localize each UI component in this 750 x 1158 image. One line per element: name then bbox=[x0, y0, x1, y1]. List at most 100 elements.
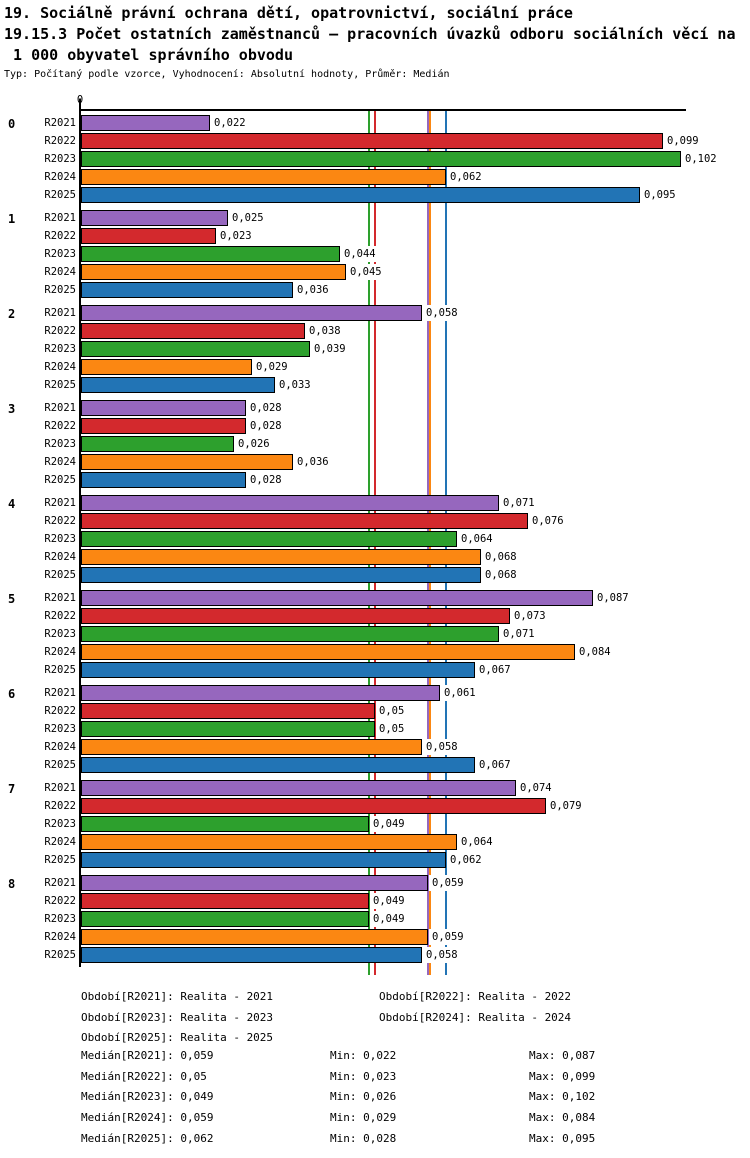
bar-value-label: 0,059 bbox=[429, 929, 467, 945]
bar-value-label: 0,05 bbox=[376, 721, 408, 737]
bar bbox=[81, 436, 234, 452]
bar bbox=[81, 323, 305, 339]
bar-value-label: 0,061 bbox=[441, 685, 479, 701]
bar-series-label: R2022 bbox=[44, 800, 76, 812]
report-header: 19. Sociálně právní ochrana dětí, opatro… bbox=[4, 3, 736, 82]
legend-period-item: Období[R2021]: Realita - 2021 bbox=[81, 990, 274, 1003]
bar-series-label: R2024 bbox=[44, 456, 76, 468]
bar-value-label: 0,099 bbox=[664, 133, 702, 149]
legend-stat-item: Medián[R2025]: 0,062 bbox=[81, 1132, 214, 1145]
legend-period-item: Období[R2022]: Realita - 2022 bbox=[379, 990, 572, 1003]
bar-series-label: R2021 bbox=[44, 307, 76, 319]
bar bbox=[81, 721, 375, 737]
bar-value-label: 0,049 bbox=[370, 816, 408, 832]
bar bbox=[81, 359, 252, 375]
bar-value-label: 0,071 bbox=[500, 626, 538, 642]
bar bbox=[81, 282, 293, 298]
bar bbox=[81, 377, 275, 393]
bar-value-label: 0,049 bbox=[370, 893, 408, 909]
group-label: 6 bbox=[8, 687, 16, 701]
group-label: 2 bbox=[8, 307, 16, 321]
group-label: 5 bbox=[8, 592, 16, 606]
bar-value-label: 0,073 bbox=[511, 608, 549, 624]
bar bbox=[81, 341, 310, 357]
y-axis-line bbox=[79, 99, 81, 967]
bar-series-label: R2022 bbox=[44, 420, 76, 432]
bar bbox=[81, 169, 446, 185]
bar-series-label: R2025 bbox=[44, 284, 76, 296]
bar-value-label: 0,058 bbox=[423, 305, 461, 321]
bar-value-label: 0,095 bbox=[641, 187, 679, 203]
bar-series-label: R2025 bbox=[44, 949, 76, 961]
bar-series-label: R2025 bbox=[44, 189, 76, 201]
legend-period-item: Období[R2025]: Realita - 2025 bbox=[81, 1031, 274, 1044]
bar bbox=[81, 472, 246, 488]
bar bbox=[81, 567, 481, 583]
bar-series-label: R2025 bbox=[44, 569, 76, 581]
bar-value-label: 0,058 bbox=[423, 739, 461, 755]
bar bbox=[81, 757, 475, 773]
page-title-line-2: 19.15.3 Počet ostatních zaměstnanců – pr… bbox=[4, 25, 736, 43]
bar-series-label: R2024 bbox=[44, 551, 76, 563]
bar bbox=[81, 685, 440, 701]
bar-series-label: R2024 bbox=[44, 171, 76, 183]
group-label: 0 bbox=[8, 117, 16, 131]
bar bbox=[81, 739, 422, 755]
bar-series-label: R2022 bbox=[44, 610, 76, 622]
bar-series-label: R2023 bbox=[44, 343, 76, 355]
bar-value-label: 0,039 bbox=[311, 341, 349, 357]
bar-value-label: 0,067 bbox=[476, 662, 514, 678]
bar-value-label: 0,044 bbox=[341, 246, 379, 262]
bar-series-label: R2025 bbox=[44, 854, 76, 866]
legend-stat-item: Min: 0,028 bbox=[330, 1132, 397, 1145]
bar-series-label: R2024 bbox=[44, 741, 76, 753]
bar-value-label: 0,029 bbox=[253, 359, 291, 375]
bar-value-label: 0,05 bbox=[376, 703, 408, 719]
bar-value-label: 0,068 bbox=[482, 549, 520, 565]
bar-series-label: R2025 bbox=[44, 474, 76, 486]
bar-series-label: R2022 bbox=[44, 135, 76, 147]
bar-value-label: 0,079 bbox=[547, 798, 585, 814]
legend-period-item: Období[R2024]: Realita - 2024 bbox=[379, 1011, 572, 1024]
bar bbox=[81, 852, 446, 868]
bar-series-label: R2023 bbox=[44, 248, 76, 260]
group-label: 8 bbox=[8, 877, 16, 891]
bar bbox=[81, 911, 369, 927]
bar bbox=[81, 264, 346, 280]
bar-series-label: R2024 bbox=[44, 931, 76, 943]
bar bbox=[81, 115, 210, 131]
legend-stat-item: Medián[R2024]: 0,059 bbox=[81, 1111, 214, 1124]
bar bbox=[81, 798, 546, 814]
bar bbox=[81, 246, 340, 262]
bar-value-label: 0,087 bbox=[594, 590, 632, 606]
bar-value-label: 0,076 bbox=[529, 513, 567, 529]
legend-stat-item: Min: 0,023 bbox=[330, 1070, 397, 1083]
bar-series-label: R2025 bbox=[44, 759, 76, 771]
bar-series-label: R2025 bbox=[44, 379, 76, 391]
bar-series-label: R2023 bbox=[44, 438, 76, 450]
bar bbox=[81, 662, 475, 678]
bar-value-label: 0,045 bbox=[347, 264, 385, 280]
bar-value-label: 0,067 bbox=[476, 757, 514, 773]
bar-value-label: 0,062 bbox=[447, 852, 485, 868]
bar-series-label: R2022 bbox=[44, 325, 76, 337]
legend-stat-item: Max: 0,099 bbox=[529, 1070, 596, 1083]
bar bbox=[81, 626, 499, 642]
bar-series-label: R2023 bbox=[44, 628, 76, 640]
bar-series-label: R2021 bbox=[44, 497, 76, 509]
bar-series-label: R2021 bbox=[44, 402, 76, 414]
legend-stat-item: Medián[R2023]: 0,049 bbox=[81, 1090, 214, 1103]
group-label: 1 bbox=[8, 212, 16, 226]
bar-series-label: R2024 bbox=[44, 361, 76, 373]
group-label: 4 bbox=[8, 497, 16, 511]
bar-value-label: 0,058 bbox=[423, 947, 461, 963]
bar bbox=[81, 549, 481, 565]
bar-value-label: 0,023 bbox=[217, 228, 255, 244]
bar-value-label: 0,028 bbox=[247, 400, 285, 416]
legend-stat-item: Min: 0,022 bbox=[330, 1049, 397, 1062]
bar-value-label: 0,036 bbox=[294, 454, 332, 470]
group-label: 7 bbox=[8, 782, 16, 796]
chart-subtitle: Typ: Počítaný podle vzorce, Vyhodnocení:… bbox=[4, 69, 450, 80]
bar bbox=[81, 418, 246, 434]
